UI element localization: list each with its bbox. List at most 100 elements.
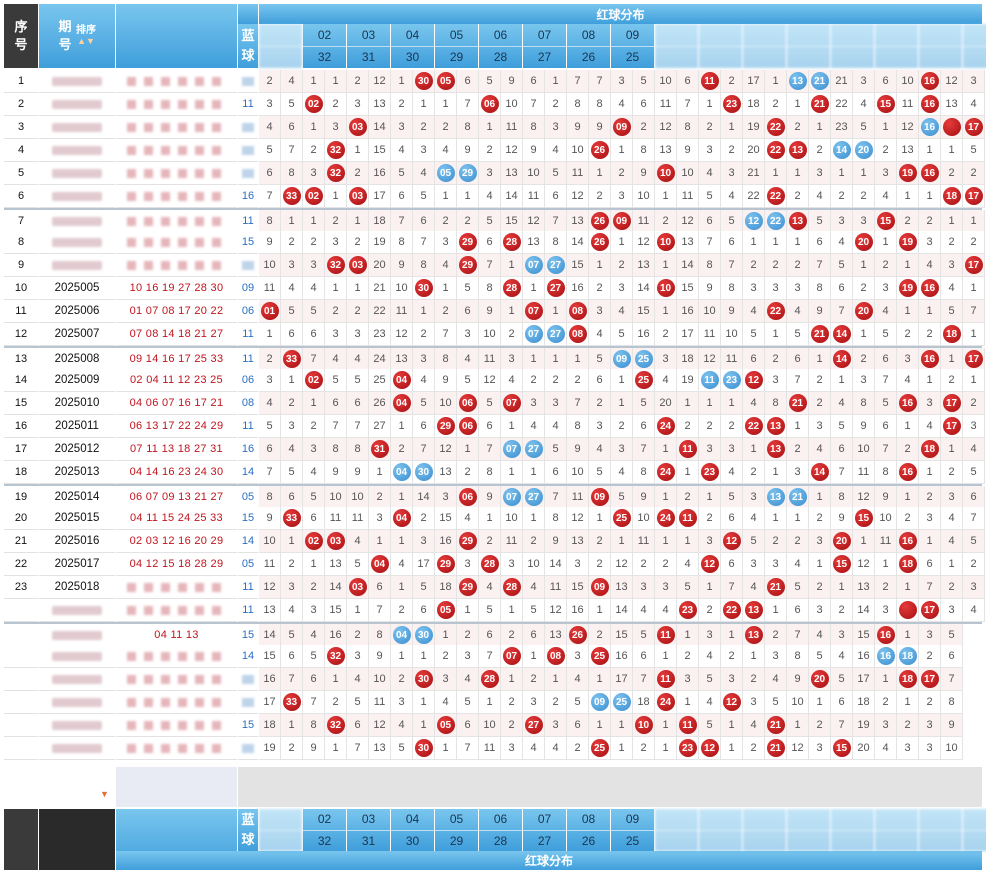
trend-cell: 1 (589, 714, 611, 737)
omission-value: 3 (904, 742, 911, 754)
trend-cell: 2 (809, 139, 831, 162)
trend-cell: 19 (743, 116, 765, 139)
trend-cell: 4 (303, 277, 325, 300)
row-issue-text: 2025006 (54, 305, 100, 317)
omission-value: 1 (662, 742, 669, 754)
omission-value: 5 (310, 491, 317, 503)
omission-value: 2 (420, 121, 427, 133)
omission-value: 2 (442, 650, 449, 662)
trend-cell: 2 (919, 210, 941, 233)
red-ball-marker: 06 (458, 488, 477, 506)
trend-cell: 9 (809, 300, 831, 323)
trend-cell: 10 (721, 323, 743, 346)
omission-value: 14 (263, 629, 276, 641)
row-blue-number: 14 (238, 530, 258, 553)
omission-value: 8 (266, 491, 273, 503)
omission-value: 5 (596, 353, 603, 365)
trend-cell: 4 (699, 645, 721, 668)
table-row: 11 2025006 01 07 08 17 20 22 06 01 5 5 2 2 22 11 1 2… (4, 300, 985, 323)
trend-cell: 3 (721, 668, 743, 691)
row-blue-number: 06 (238, 300, 258, 323)
omission-value: 3 (728, 167, 735, 179)
omission-value: 2 (596, 558, 603, 570)
trend-cell: 3 (897, 737, 919, 760)
omission-value: 5 (310, 650, 317, 662)
omission-value: 17 (857, 673, 870, 685)
trend-cell: 4 (303, 461, 325, 484)
trend-cell: 15 (831, 553, 853, 576)
trend-cell: 10 (633, 714, 655, 737)
trend-cell: 2 (743, 254, 765, 277)
red-ball-marker: 28 (502, 578, 521, 596)
trend-cell: 1 (413, 691, 435, 714)
omission-value: 8 (552, 512, 559, 524)
omission-value: 6 (486, 629, 493, 641)
row-issue (39, 116, 115, 139)
omission-value: 1 (618, 397, 625, 409)
omission-value: 11 (373, 696, 386, 708)
trend-cell: 7 (963, 300, 985, 323)
omission-value: 13 (637, 259, 650, 271)
trend-cell: 11 (259, 277, 281, 300)
omission-value: 2 (376, 491, 383, 503)
sort-button[interactable]: 排序 ▲▼ (76, 26, 96, 47)
trend-cell: 07 (501, 392, 523, 415)
row-blue-number: 15 (238, 714, 258, 737)
omission-value: 16 (637, 328, 650, 340)
header-pair-top (963, 24, 986, 47)
trend-cell: 1 (303, 70, 325, 93)
omission-value: 5 (464, 374, 471, 386)
omission-value: 1 (530, 353, 537, 365)
footer-pair-8: 09 25 (611, 809, 654, 851)
trend-cell: 02 (303, 530, 325, 553)
trend-cell: 3 (545, 392, 567, 415)
omission-value: 3 (750, 282, 757, 294)
red-ball-marker: 02 (304, 187, 323, 205)
trend-cell: 12 (699, 553, 721, 576)
row-blue-number-text: 15 (241, 236, 255, 248)
table-row: 18 2025013 04 14 16 23 24 30 14 7 5 4 9 9 1 04 30 13… (4, 461, 985, 484)
omission-value: 11 (659, 98, 672, 110)
trend-cell: 9 (567, 116, 589, 139)
row-blue-number-text: 15 (241, 719, 255, 731)
omission-value: 1 (970, 374, 977, 386)
omission-value: 1 (288, 374, 295, 386)
trend-cell: 3 (765, 645, 787, 668)
omission-value: 7 (794, 374, 801, 386)
row-seq: 8 (4, 231, 38, 254)
trend-cell: 19 (853, 714, 875, 737)
blurred-issue-placeholder (52, 76, 102, 86)
trend-cell: 11 (479, 737, 501, 760)
trend-cell: 13 (435, 461, 457, 484)
trend-cell: 20 (853, 231, 875, 254)
omission-value: 13 (527, 236, 540, 248)
trend-cell: 2 (853, 277, 875, 300)
trend-cell: 1 (501, 415, 523, 438)
trend-cell: 9 (259, 231, 281, 254)
trend-cell: 1 (677, 530, 699, 553)
row-seq: 12 (4, 323, 38, 346)
row-issue (39, 93, 115, 116)
omission-value: 2 (904, 215, 911, 227)
omission-value: 2 (816, 719, 823, 731)
footer-pair-15 (919, 809, 962, 851)
omission-value: 5 (486, 215, 493, 227)
omission-value: 1 (970, 282, 977, 294)
table-row: 4 5 7 2 32 1 15 4 3 4 9 2 12 9 4 10 26 1 8 13 9 3 2 20 22 13 2 14 20… (4, 139, 985, 162)
row-issue: 2025016 (39, 530, 115, 553)
row-blue-number-text: 14 (241, 535, 255, 547)
trend-cell: 17 (941, 392, 963, 415)
table-row: 15 18 1 8 32 6 12 4 1 05 6 10 2 27 3 6 1 1 10 1 11 5 1 4 21 1 2 7 19… (4, 714, 982, 737)
trend-cell: 6 (787, 348, 809, 371)
scroll-down-icon[interactable]: ▼ (100, 789, 109, 799)
header-pair-top: 05 (435, 24, 478, 47)
omission-value: 20 (857, 742, 870, 754)
trend-cell: 7 (831, 714, 853, 737)
trend-cell: 1 (303, 553, 325, 576)
footer-pair-bottom: 32 (317, 833, 332, 848)
omission-value: 3 (750, 696, 757, 708)
blue-ball-marker: 18 (898, 647, 917, 665)
row-issue: 2025014 (39, 486, 115, 509)
row-issue: 2025007 (39, 323, 115, 346)
table-row: 16 2025011 06 13 17 22 24 29 11 5 3 2 7 7 27 1 6 29 0… (4, 415, 985, 438)
